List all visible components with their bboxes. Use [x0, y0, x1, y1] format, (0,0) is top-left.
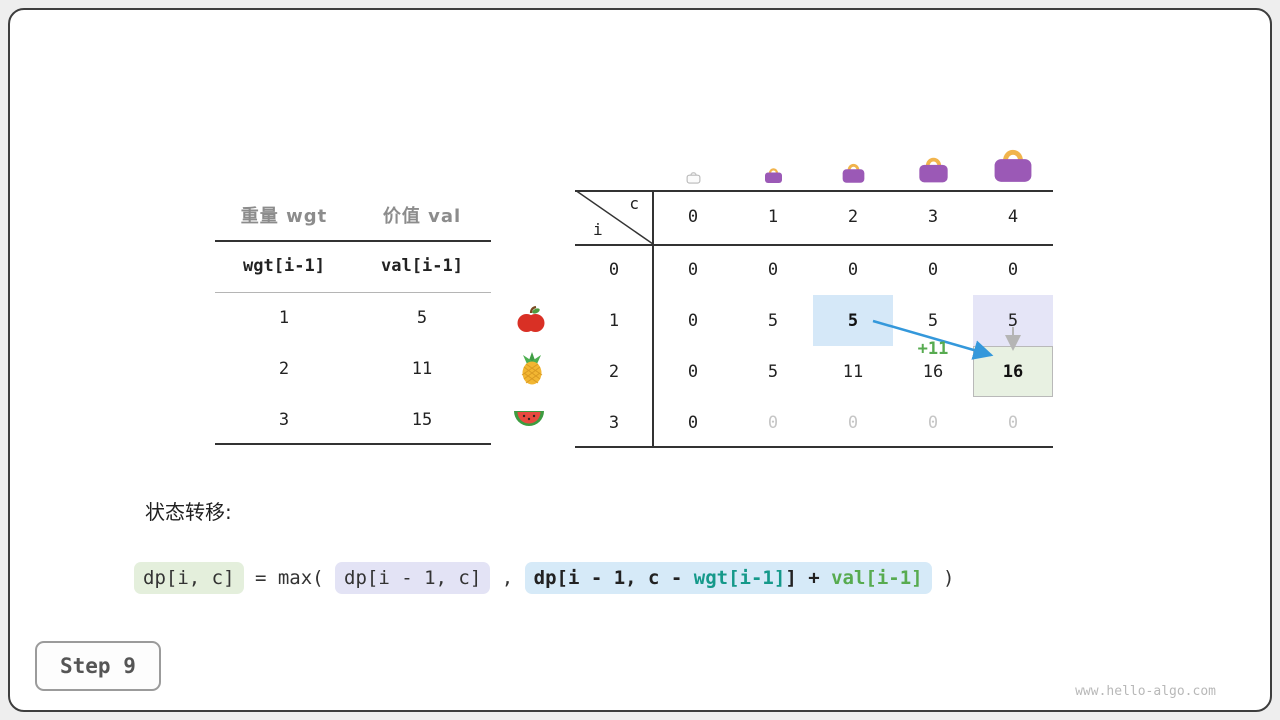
site-watermark: www.hello-algo.com — [1075, 684, 1216, 699]
table-rule — [575, 244, 1053, 246]
weight-value: 3 — [278, 409, 290, 430]
dp-cell: 16 — [922, 361, 944, 382]
weights-table: 重量 wgt 价值 val wgt[i-1] val[i-1] 1 5 2 11… — [215, 190, 491, 445]
dp-col-header: 1 — [767, 207, 779, 227]
watermelon-icon — [513, 408, 545, 434]
formula-close-paren: ) — [931, 567, 955, 589]
dp-corner-cell: i c — [575, 190, 653, 244]
dp-col-header: 4 — [1007, 207, 1019, 227]
dp-cell: 0 — [687, 361, 699, 382]
weights-header-val: 价值 val — [382, 206, 462, 227]
dp-cell-source-highlight: 5 — [813, 295, 893, 346]
item-value: 15 — [411, 409, 433, 430]
pineapple-icon — [518, 352, 546, 390]
dp-cell-above-highlight: 5 — [973, 295, 1053, 346]
arg2-mid: ] + — [785, 567, 832, 589]
item-value: 11 — [411, 358, 433, 379]
arg2-val-term: val[i-1] — [831, 567, 923, 589]
table-rule — [575, 190, 1053, 192]
col-variable: c — [629, 194, 639, 213]
bag-icon-capacity-3 — [893, 154, 973, 184]
corner-diagonal — [575, 190, 653, 244]
item-value: 5 — [416, 307, 428, 328]
bag-icon-capacity-2 — [813, 161, 893, 184]
transition-label: 状态转移: — [145, 500, 232, 524]
formula-cell-wgt: wgt[i-1] — [243, 256, 325, 276]
arrow-value-label: +11 — [917, 339, 949, 359]
formula-equals-max: = max( — [243, 567, 336, 589]
formula-arg2-box: dp[i - 1, c - wgt[i-1]] + val[i-1] — [524, 562, 932, 594]
dp-cell-pending: 0 — [927, 412, 939, 433]
dp-cell: 0 — [767, 259, 779, 280]
table-rule — [575, 446, 1053, 448]
dp-col-header: 2 — [847, 207, 859, 227]
table-rule — [215, 443, 491, 445]
step-badge: Step 9 — [35, 641, 161, 691]
dp-cell: 0 — [1007, 259, 1019, 280]
weight-value: 1 — [278, 307, 290, 328]
dp-cell: 0 — [687, 412, 699, 433]
formula-cell-val: val[i-1] — [381, 256, 463, 276]
dp-cell-pending: 0 — [1007, 412, 1019, 433]
weights-header-wgt: 重量 wgt — [240, 206, 328, 227]
dp-cell-pending: 0 — [767, 412, 779, 433]
dp-col-header: 0 — [687, 207, 699, 227]
dp-cell: 5 — [767, 361, 779, 382]
dp-cell-pending: 0 — [847, 412, 859, 433]
bag-icon-capacity-0 — [653, 170, 733, 184]
dp-col-header: 3 — [927, 207, 939, 227]
capacity-bags-row — [653, 126, 1053, 184]
arg2-prefix: dp[i - 1, c - — [533, 567, 694, 589]
figure-card — [8, 8, 1272, 712]
table-rule — [215, 292, 491, 293]
bag-icon-capacity-4 — [973, 145, 1053, 184]
dp-cell-current-highlight: 16 — [973, 346, 1053, 397]
arg2-wgt-term: wgt[i-1] — [693, 567, 786, 589]
dp-cell: 5 — [767, 310, 779, 331]
bag-icon-capacity-1 — [733, 166, 813, 184]
dp-cell: 11 — [842, 361, 864, 382]
dp-row-header: 3 — [608, 412, 620, 433]
formula-comma: , — [490, 567, 525, 589]
dp-cell: 0 — [687, 259, 699, 280]
transition-formula: dp[i, c] = max( dp[i - 1, c] , dp[i - 1,… — [134, 562, 954, 594]
dp-row-header: 2 — [608, 361, 620, 382]
formula-arg1-box: dp[i - 1, c] — [335, 562, 491, 594]
dp-table: i c 0 1 2 3 4 0 0 0 0 0 0 1 0 5 5 5 5 2 … — [575, 190, 1053, 448]
dp-row-header: 0 — [608, 259, 620, 280]
table-rule — [652, 190, 654, 448]
formula-lhs-box: dp[i, c] — [134, 562, 244, 594]
dp-row-header: 1 — [608, 310, 620, 331]
dp-cell: 0 — [687, 310, 699, 331]
dp-cell: 0 — [927, 259, 939, 280]
table-rule — [215, 240, 491, 242]
dp-cell: 0 — [847, 259, 859, 280]
weight-value: 2 — [278, 358, 290, 379]
row-variable: i — [593, 220, 603, 239]
apple-icon — [516, 305, 546, 339]
